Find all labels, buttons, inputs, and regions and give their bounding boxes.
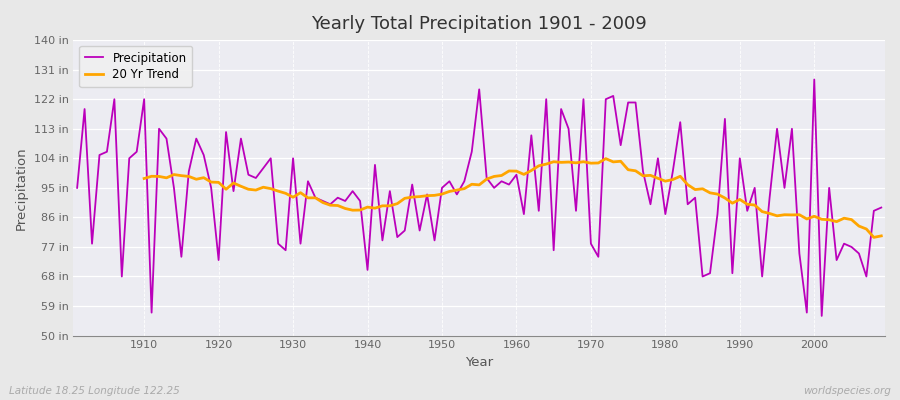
- 20 Yr Trend: [139, 176, 149, 181]
- X-axis label: Year: Year: [465, 356, 493, 369]
- Text: Latitude 18.25 Longitude 122.25: Latitude 18.25 Longitude 122.25: [9, 386, 180, 396]
- 20 Yr Trend: [310, 196, 320, 200]
- 20 Yr Trend: [578, 159, 589, 164]
- 20 Yr Trend: [846, 217, 857, 222]
- 20 Yr Trend: [868, 235, 879, 240]
- 20 Yr Trend: [824, 217, 834, 222]
- Precipitation: [511, 172, 522, 177]
- Precipitation: [600, 97, 611, 102]
- Legend: Precipitation, 20 Yr Trend: Precipitation, 20 Yr Trend: [79, 46, 193, 87]
- Precipitation: [504, 182, 515, 187]
- Line: Precipitation: Precipitation: [77, 80, 881, 316]
- Title: Yearly Total Precipitation 1901 - 2009: Yearly Total Precipitation 1901 - 2009: [311, 15, 647, 33]
- Precipitation: [131, 149, 142, 154]
- Precipitation: [876, 205, 886, 210]
- Precipitation: [340, 198, 351, 203]
- Precipitation: [295, 241, 306, 246]
- 20 Yr Trend: [518, 172, 529, 177]
- 20 Yr Trend: [876, 234, 886, 238]
- Text: worldspecies.org: worldspecies.org: [803, 386, 891, 396]
- Precipitation: [72, 186, 83, 190]
- Y-axis label: Precipitation: Precipitation: [15, 146, 28, 230]
- Precipitation: [816, 314, 827, 318]
- Precipitation: [809, 77, 820, 82]
- Line: 20 Yr Trend: 20 Yr Trend: [144, 159, 881, 237]
- 20 Yr Trend: [600, 156, 611, 161]
- 20 Yr Trend: [280, 191, 291, 196]
